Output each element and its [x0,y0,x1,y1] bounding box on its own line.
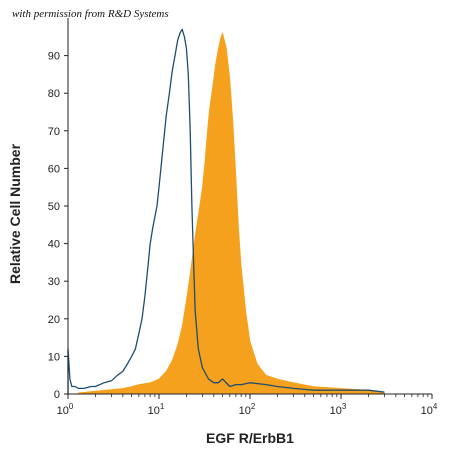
y-axis-title: Relative Cell Number [7,143,23,284]
x-tick-label: 103 [330,402,347,417]
axis-layer [67,18,432,395]
permission-watermark: with permission from R&D Systems [12,8,169,20]
tick-layer: 0 10 20 30 40 50 60 70 80 90 100 101 102 103 104 [48,51,438,417]
outline-histogram [67,28,385,394]
x-tick-label: 100 [57,402,74,417]
x-tick-label: 104 [421,402,438,417]
y-tick-label: 90 [48,51,60,63]
filled-histogram [78,32,385,395]
y-tick-label: 40 [48,239,60,251]
y-tick-label: 20 [48,314,60,326]
y-tick-label: 80 [48,88,60,100]
x-tick-label: 101 [148,402,165,417]
series-layer [67,28,385,395]
y-tick-label: 60 [48,163,60,175]
x-tick-label: 102 [239,402,256,417]
y-tick-label: 30 [48,276,60,288]
y-tick-label: 0 [54,389,60,401]
x-axis-title: EGF R/ErbB1 [206,430,294,446]
y-tick-label: 70 [48,126,60,138]
y-tick-label: 50 [48,201,60,213]
y-tick-label: 10 [48,351,60,363]
